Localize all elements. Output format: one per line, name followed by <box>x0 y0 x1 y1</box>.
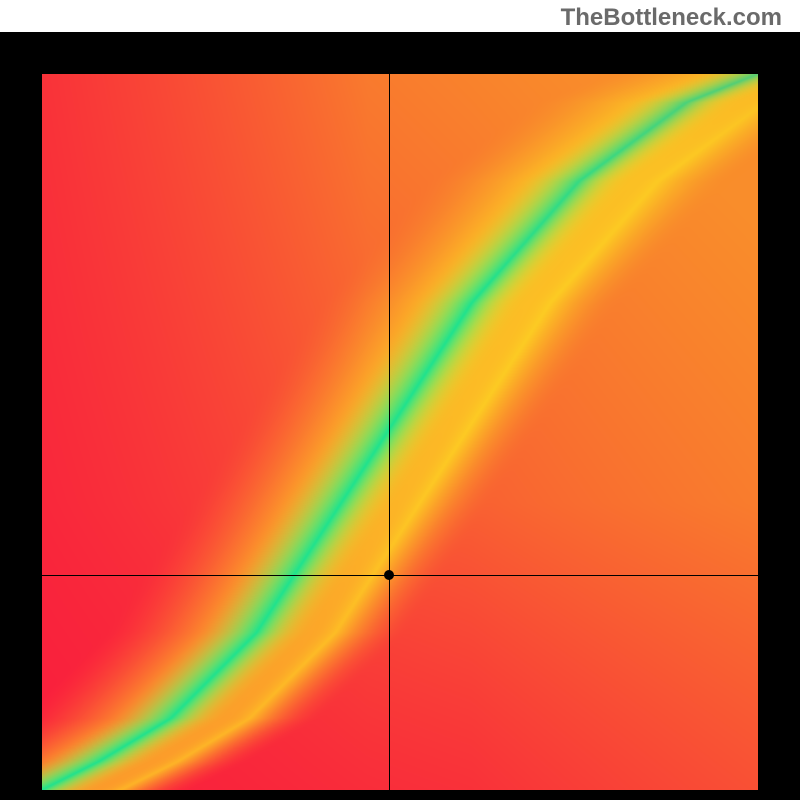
crosshair-vertical <box>389 74 390 790</box>
watermark-text: TheBottleneck.com <box>561 4 782 32</box>
crosshair-horizontal <box>42 575 758 576</box>
heatmap-canvas <box>42 74 758 790</box>
heatmap-plot <box>42 74 758 790</box>
